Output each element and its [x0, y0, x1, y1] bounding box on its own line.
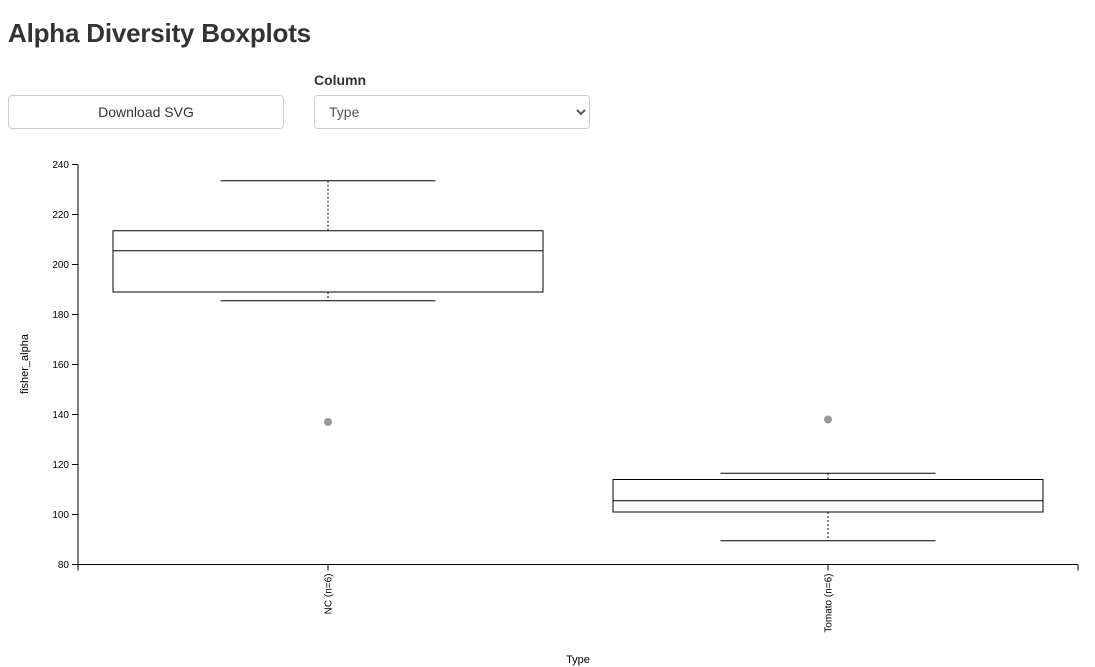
box-iqr — [112, 230, 544, 293]
y-tick-label: 140 — [52, 410, 69, 421]
page-title: Alpha Diversity Boxplots — [8, 18, 311, 48]
outlier-point — [824, 415, 832, 424]
column-label: Column — [314, 72, 367, 88]
boxes — [112, 180, 1044, 542]
y-tick-label: 160 — [52, 360, 69, 371]
y-tick-label: 240 — [52, 160, 69, 171]
box-group — [112, 180, 544, 426]
y-tick-label: 200 — [52, 260, 69, 271]
y-tick-label: 120 — [52, 460, 69, 471]
column-select[interactable]: Type — [314, 95, 590, 129]
y-axis-label: fisher_alpha — [19, 333, 31, 394]
y-tick-label: 220 — [52, 210, 69, 221]
box-iqr — [612, 479, 1044, 513]
y-tick-label: 100 — [52, 510, 69, 521]
y-tick-label: 180 — [52, 310, 69, 321]
box-group — [612, 415, 1044, 542]
x-tick-label: NC (n=6) — [324, 574, 335, 615]
x-axis-label: Type — [566, 654, 590, 666]
y-tick-label: 80 — [58, 560, 70, 571]
x-axis: NC (n=6) Tomato (n=6) — [77, 564, 1079, 633]
x-tick-label: Tomato (n=6) — [824, 574, 835, 633]
download-svg-button[interactable]: Download SVG — [8, 95, 284, 129]
y-axis: 80 100 120 140 160 180 200 220 240 — [52, 160, 79, 571]
outlier-point — [324, 418, 332, 426]
